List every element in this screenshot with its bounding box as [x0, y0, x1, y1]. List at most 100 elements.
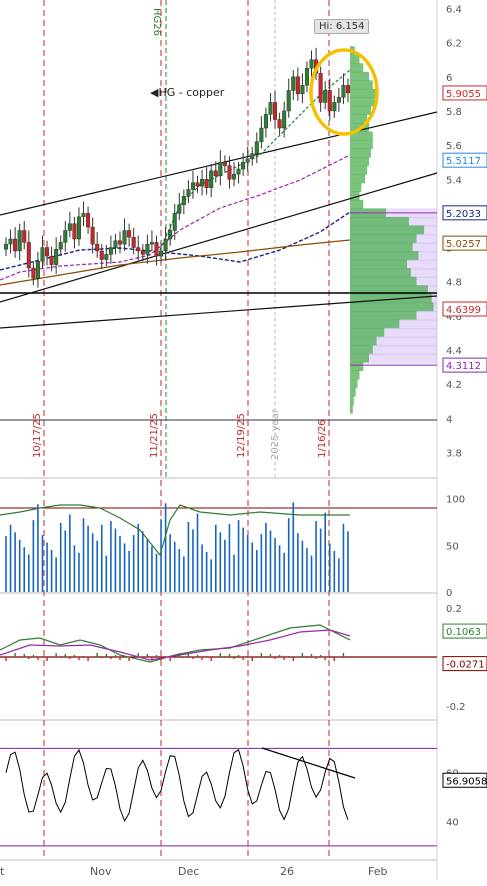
candle-body-73 — [336, 97, 341, 103]
back-arrow-icon[interactable]: ◀ — [150, 86, 159, 99]
candle-body-14 — [67, 223, 72, 231]
volume-profile-bar-36 — [350, 353, 369, 363]
main-label: ◀HG - copper — [150, 86, 224, 99]
volume-profile-bar-23 — [350, 242, 413, 252]
x-axis-label-4: Feb — [368, 865, 387, 878]
candle-body-48 — [222, 161, 227, 166]
volume-profile-bar-17 — [350, 191, 360, 201]
candle-body-42 — [195, 182, 200, 187]
volume-tick-0: 100 — [446, 495, 465, 506]
candle-body-5 — [26, 242, 31, 269]
macd-badge-0-text: 0.1063 — [446, 627, 481, 638]
volume-profile-bar-41 — [350, 396, 354, 406]
price-tick-0: 6.4 — [446, 5, 462, 16]
volume-profile-bar-37 — [350, 362, 364, 372]
candle-body-39 — [181, 196, 186, 206]
volume-profile-bar-25 — [350, 259, 407, 269]
x-axis-label-1: Nov — [90, 865, 112, 878]
candle-body-24 — [113, 240, 118, 248]
candle-body-32 — [149, 242, 154, 245]
volume-profile-bar-28 — [350, 285, 428, 295]
candle-body-35 — [163, 238, 168, 252]
candle-body-12 — [58, 242, 63, 250]
price-badge-2-text: 5.2033 — [446, 209, 481, 220]
candle-body-43 — [200, 179, 205, 187]
macd-tick-1: -0.2 — [446, 702, 466, 713]
hi-label: Hi: 6.154 — [314, 19, 370, 34]
candle-body-55 — [254, 141, 259, 154]
price-badge-3-text: 5.0257 — [446, 239, 481, 250]
candle-body-63 — [291, 76, 296, 91]
price-badge-4-text: 4.6399 — [446, 305, 481, 316]
price-tick-2: 6 — [446, 73, 452, 84]
macd-badge-1: -0.0271 — [442, 656, 487, 672]
candle-body-31 — [145, 243, 150, 255]
value-area-band-33 — [350, 327, 437, 338]
candle-body-16 — [76, 216, 81, 240]
candle-body-65 — [300, 85, 305, 95]
candle-body-44 — [204, 179, 209, 188]
volume-profile-bar-33 — [350, 327, 385, 337]
volume-bars — [5, 502, 349, 592]
price-tick-10: 4.4 — [446, 346, 462, 357]
candle-body-52 — [241, 161, 246, 170]
volume-profile-bar-24 — [350, 251, 419, 261]
volume-profile-bar-32 — [350, 319, 400, 329]
x-axis-label-3: 26 — [280, 865, 294, 878]
macd-line — [0, 624, 351, 663]
value-area-band-34 — [350, 336, 437, 347]
candle-body-9 — [45, 247, 50, 257]
candle-body-45 — [209, 170, 214, 188]
price-badge-5-box — [442, 357, 487, 373]
candle-body-46 — [213, 170, 218, 177]
volume-profile-bar-11 — [350, 140, 373, 150]
price-badge-1: 5.5117 — [442, 152, 487, 168]
candle-body-0 — [3, 243, 8, 250]
price-tick-5: 5.4 — [446, 175, 462, 186]
date-marker-label-3: 1/16/26 — [317, 419, 328, 458]
volume-profile-bar-30 — [350, 302, 434, 312]
candle-body-53 — [245, 158, 250, 163]
trend-lower-line — [0, 295, 438, 329]
value-area-band-35 — [350, 344, 437, 355]
candle-body-17 — [81, 213, 86, 218]
volume-profile-bar-1 — [350, 54, 360, 64]
date-marker-label-2: 12/19/25 — [236, 413, 247, 458]
candle-body-23 — [108, 247, 113, 255]
candle-body-19 — [90, 226, 95, 245]
price-tick-8: 4.8 — [446, 278, 462, 289]
candle-body-49 — [227, 165, 232, 180]
candle-body-15 — [72, 223, 77, 240]
price-badge-3-box — [442, 235, 487, 251]
volume-profile-bar-4 — [350, 80, 373, 90]
volume-tick-1: 50 — [446, 541, 459, 552]
volume-profile-bar-31 — [350, 310, 417, 320]
macd-badge-1-text: -0.0271 — [446, 660, 485, 671]
symbol-label: HG - copper — [158, 86, 225, 99]
candle-body-56 — [259, 127, 264, 142]
highlight-circle — [309, 48, 379, 136]
volume-profile-bar-20 — [350, 216, 409, 226]
volume-profile-bar-21 — [350, 225, 425, 235]
candle-body-62 — [286, 90, 291, 112]
volume-profile-bar-42 — [350, 404, 353, 414]
candle-body-3 — [17, 230, 22, 252]
candle-body-26 — [122, 230, 127, 245]
candle-body-59 — [273, 102, 278, 120]
volume-profile-bar-22 — [350, 234, 417, 243]
volume-tick-2: 0 — [446, 588, 452, 599]
price-tick-1: 6.2 — [446, 39, 462, 50]
macd-badge-0-box — [442, 623, 487, 639]
candles — [3, 47, 351, 288]
price-tick-4: 5.6 — [446, 141, 462, 152]
candle-body-7 — [35, 260, 40, 279]
candle-body-34 — [159, 250, 164, 257]
volume-profile-bar-16 — [350, 182, 362, 192]
price-tick-12: 4 — [446, 414, 452, 425]
price-badge-1-text: 5.5117 — [446, 156, 481, 167]
candle-body-69 — [318, 73, 323, 103]
volume-profile-bar-29 — [350, 293, 432, 303]
price-badge-2-box — [442, 205, 487, 221]
candle-body-30 — [140, 250, 145, 255]
